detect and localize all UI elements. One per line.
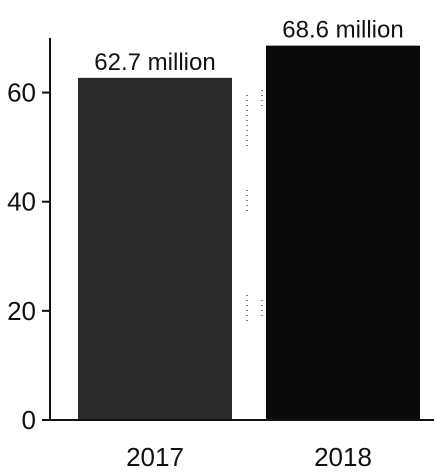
ticks-layer: 0 20 40 60 <box>7 78 50 435</box>
y-tick-label-40: 40 <box>7 187 36 217</box>
data-label-2018: 68.6 million <box>282 17 403 44</box>
grid-layer <box>246 90 263 325</box>
axis-layer <box>49 38 434 421</box>
y-tick-label-0: 0 <box>22 405 36 435</box>
bars-layer <box>78 45 420 420</box>
data-label-2017: 62.7 million <box>94 49 215 76</box>
labels-layer: 62.7 million 2017 68.6 million 2018 <box>94 17 403 472</box>
y-tick-label-20: 20 <box>7 296 36 326</box>
bar-2018 <box>266 45 420 420</box>
x-tick-label-2018: 2018 <box>314 442 372 472</box>
y-tick-label-60: 60 <box>7 78 36 108</box>
x-tick-label-2017: 2017 <box>126 442 184 472</box>
bar-2017 <box>78 77 232 420</box>
